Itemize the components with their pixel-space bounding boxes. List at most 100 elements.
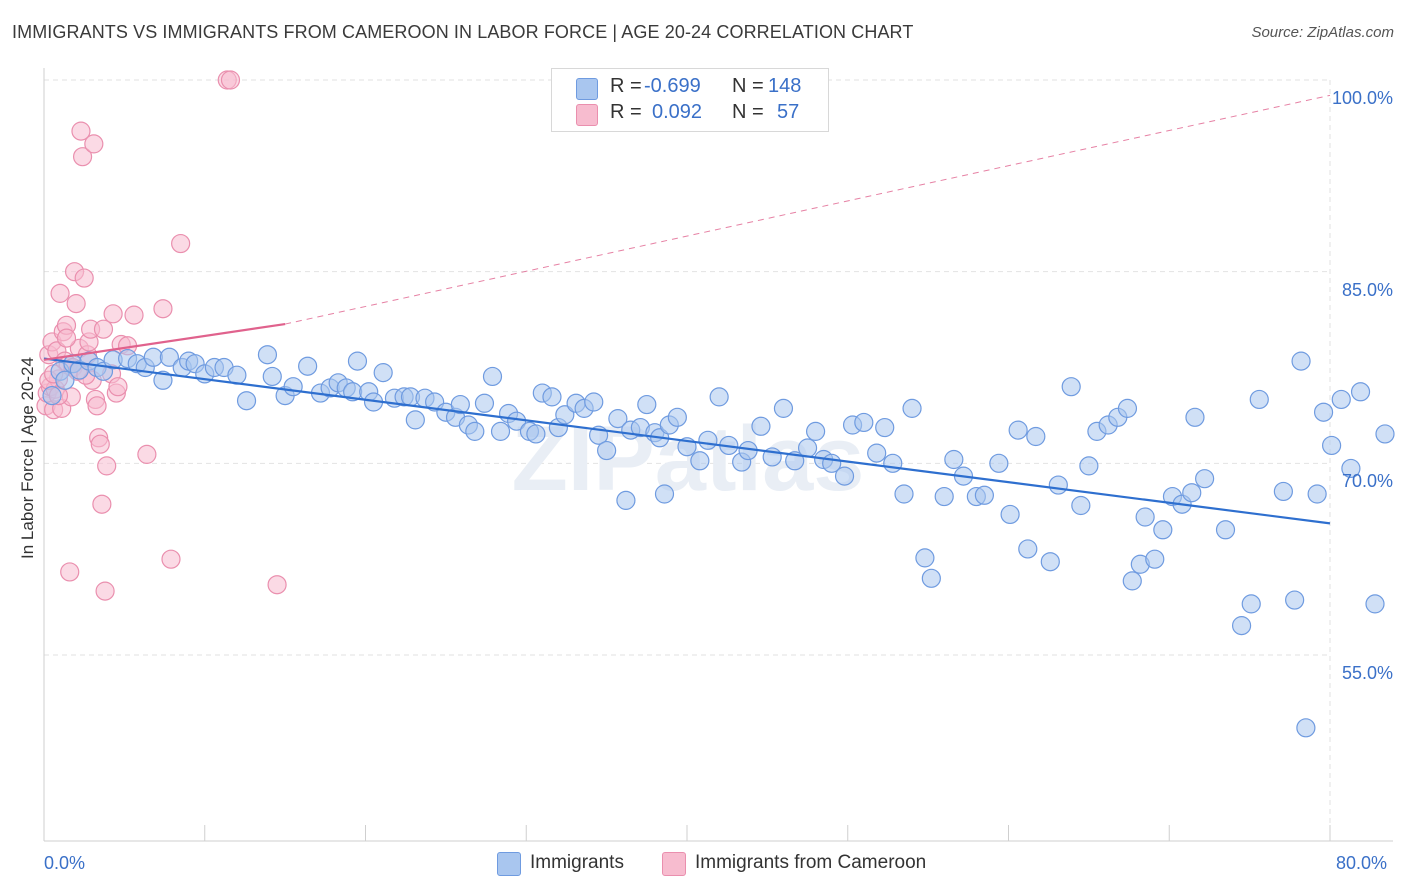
immigrants-point bbox=[1313, 402, 1334, 422]
cameroon-point bbox=[267, 575, 287, 595]
immigrants-point bbox=[1008, 420, 1028, 440]
immigrants-point bbox=[637, 394, 657, 415]
immigrants-point bbox=[867, 443, 887, 463]
immigrants-point bbox=[597, 440, 617, 461]
immigrants-point bbox=[974, 485, 994, 505]
immigrants-point bbox=[797, 438, 818, 458]
immigrants-point bbox=[257, 345, 278, 365]
immigrants-point bbox=[1231, 616, 1252, 636]
immigrants-point bbox=[262, 366, 282, 387]
cameroon-trend-line bbox=[43, 322, 286, 361]
immigrants-point bbox=[989, 453, 1009, 473]
immigrants-point bbox=[854, 412, 874, 433]
immigrants-point bbox=[42, 386, 62, 406]
immigrants-points bbox=[42, 345, 1395, 738]
immigrants-point bbox=[654, 484, 675, 504]
immigrants-point bbox=[921, 568, 941, 588]
immigrants-point bbox=[55, 370, 75, 390]
trend-lines bbox=[43, 94, 1331, 525]
immigrants-point bbox=[934, 486, 954, 507]
x-tick-label-max: 80.0% bbox=[1336, 853, 1388, 873]
immigrants-point bbox=[608, 409, 628, 429]
immigrants-point bbox=[944, 449, 964, 470]
y-tick-label: 70.0% bbox=[1341, 471, 1393, 492]
immigrants-point bbox=[283, 377, 303, 397]
immigrants-point bbox=[373, 363, 393, 383]
legend-n-label: N = bbox=[732, 75, 764, 97]
cameroon-point bbox=[90, 434, 110, 454]
immigrants-point bbox=[690, 451, 710, 471]
immigrants-point bbox=[465, 421, 485, 441]
cameroon-point bbox=[95, 581, 115, 601]
legend-r-value: -0.699 bbox=[644, 75, 701, 97]
immigrants-point bbox=[1145, 549, 1165, 569]
immigrants-point bbox=[1273, 481, 1293, 502]
legend-n-label: N = bbox=[732, 101, 764, 123]
immigrants-point bbox=[1285, 590, 1305, 610]
legend-swatch-blue bbox=[576, 78, 598, 100]
immigrants-point bbox=[1249, 389, 1269, 410]
cameroon-point bbox=[87, 396, 107, 416]
y-tick-label: 85.0% bbox=[1341, 279, 1393, 300]
immigrants-point bbox=[1122, 571, 1142, 591]
cameroon-points bbox=[36, 70, 287, 601]
cameroon-point bbox=[92, 494, 112, 514]
immigrants-point bbox=[1322, 435, 1342, 456]
immigrants-point bbox=[1341, 458, 1361, 479]
cameroon-point bbox=[93, 319, 114, 339]
immigrants-point bbox=[1071, 495, 1091, 516]
cameroon-point bbox=[74, 268, 94, 288]
immigrants-trend-line bbox=[43, 357, 1331, 525]
immigrants-point bbox=[1185, 407, 1205, 427]
cameroon-point bbox=[97, 456, 117, 476]
immigrants-point bbox=[405, 410, 425, 430]
x-tick-label-min: 0.0% bbox=[44, 853, 86, 873]
immigrants-point bbox=[1040, 552, 1060, 572]
cameroon-point bbox=[56, 328, 77, 348]
cameroon-point bbox=[137, 444, 157, 464]
immigrants-point bbox=[555, 405, 575, 425]
cameroon-point bbox=[72, 147, 93, 167]
legend-swatch-pink bbox=[576, 104, 598, 126]
legend-r-label: R = bbox=[610, 75, 642, 97]
immigrants-point bbox=[1195, 469, 1215, 489]
immigrants-point bbox=[1365, 594, 1385, 614]
immigrants-point bbox=[1000, 504, 1020, 525]
cameroon-point bbox=[71, 121, 91, 141]
immigrants-point bbox=[236, 391, 257, 411]
immigrants-point bbox=[894, 484, 914, 504]
immigrants-point bbox=[474, 393, 495, 413]
cameroon-trend-extension bbox=[285, 94, 1331, 325]
axes-layer bbox=[43, 68, 1393, 842]
immigrants-point bbox=[347, 351, 368, 371]
legend-r-value: 0.092 bbox=[652, 101, 703, 123]
immigrants-point bbox=[490, 421, 511, 441]
immigrants-point bbox=[1182, 483, 1202, 503]
cameroon-point bbox=[124, 305, 144, 325]
legend-n-value: 148 bbox=[768, 75, 802, 97]
immigrants-point bbox=[526, 424, 546, 444]
immigrants-point bbox=[1291, 351, 1311, 371]
immigrants-point bbox=[1307, 484, 1327, 504]
bottom-legend-label: Immigrants bbox=[530, 852, 624, 873]
immigrants-point bbox=[1153, 520, 1173, 540]
immigrants-point bbox=[834, 466, 855, 486]
bottom-swatch-pink bbox=[662, 852, 686, 876]
source-attribution: Source: ZipAtlas.com bbox=[1251, 24, 1394, 41]
y-axis-title: In Labor Force | Age 20-24 bbox=[18, 357, 37, 559]
immigrants-point bbox=[902, 398, 922, 418]
immigrants-point bbox=[450, 394, 470, 415]
immigrants-point bbox=[1350, 382, 1371, 402]
immigrants-point bbox=[805, 421, 826, 441]
cameroon-point bbox=[50, 283, 70, 303]
immigrants-point bbox=[584, 392, 604, 412]
cameroon-point bbox=[171, 233, 191, 254]
immigrants-point bbox=[1026, 426, 1046, 447]
correlation-legend: R = -0.699 N = 148 R = 0.092 N = 57 bbox=[551, 68, 829, 132]
y-tick-label: 55.0% bbox=[1341, 663, 1393, 683]
immigrants-point bbox=[751, 416, 771, 436]
immigrants-point bbox=[1079, 456, 1099, 476]
legend-r-label: R = bbox=[610, 101, 642, 123]
immigrants-point bbox=[1018, 539, 1038, 559]
